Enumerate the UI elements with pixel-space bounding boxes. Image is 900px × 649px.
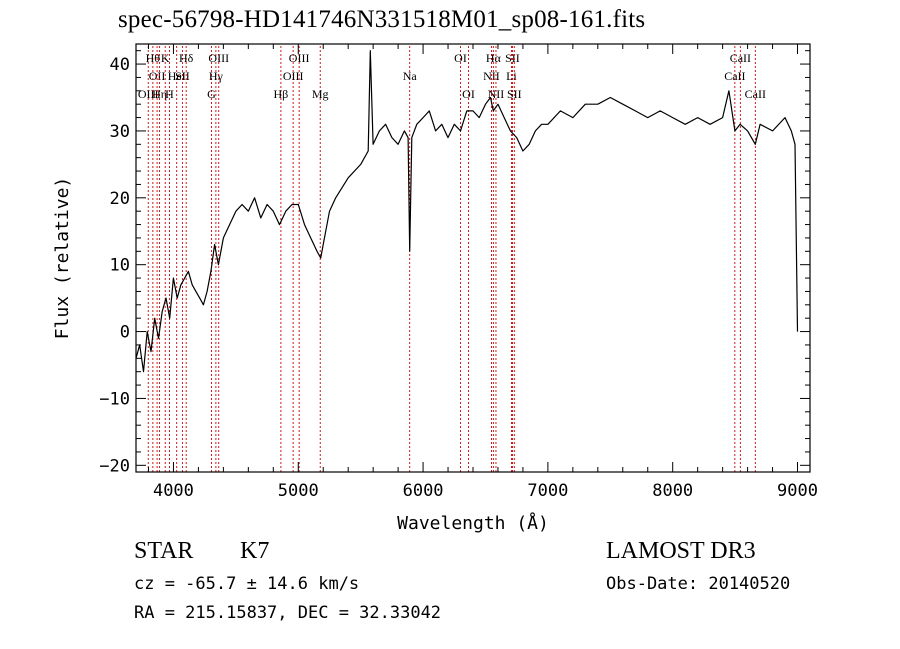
line-marker-label: G <box>207 87 216 101</box>
line-marker-label: CaII <box>724 69 745 83</box>
line-marker-label: OII <box>149 69 166 83</box>
spectrum-line <box>135 50 799 373</box>
line-marker-label: OI <box>454 51 467 65</box>
object-class: STAR <box>134 538 194 564</box>
line-marker-label: HeI <box>168 69 186 83</box>
line-marker-label: SII <box>175 69 190 83</box>
redshift-value: cz = -65.7 ± 14.6 km/s <box>134 574 360 594</box>
line-marker-label: OIII <box>283 69 304 83</box>
x-axis-label: Wavelength (Å) <box>397 512 549 534</box>
line-marker-label: Li <box>506 69 517 83</box>
line-marker-label: CaII <box>730 51 751 65</box>
line-marker-label: Hδ <box>179 51 194 65</box>
chart-title: spec-56798-HD141746N331518M01_sp08-161.f… <box>118 6 646 33</box>
line-marker-label: OIII <box>208 51 229 65</box>
y-axis-label: Flux (relative) <box>52 177 73 340</box>
y-tick-label: 0 <box>120 323 130 343</box>
x-tick-label: 9000 <box>777 481 818 501</box>
plot-axes: 4000 5000 6000 7000 8000 9000 −20 −10 0 10 20 30 40 W… <box>52 43 818 534</box>
x-tick-label: 7000 <box>527 481 568 501</box>
line-marker-label: OI <box>462 87 475 101</box>
line-marker-label: CaII <box>745 87 766 101</box>
x-tick-label: 5000 <box>278 481 319 501</box>
line-marker-label: SII <box>507 87 522 101</box>
line-marker-label: Hγ <box>209 69 224 83</box>
line-marker-label: OIII <box>138 87 159 101</box>
plot-frame <box>135 43 811 473</box>
line-marker-label: Hα <box>486 51 502 65</box>
line-marker-label: Mg <box>312 87 329 101</box>
line-marker-label: Hη <box>152 87 167 101</box>
y-tick-label: 20 <box>110 189 130 209</box>
spectral-line-markers: OIIIHθOIIHηKHHeISIIHδGHγOIIIHβOIIIOIIIMg… <box>138 46 766 472</box>
line-marker-label: SII <box>505 51 520 65</box>
sky-coordinates: RA = 215.15837, DEC = 32.33042 <box>134 603 442 623</box>
y-tick-label: 30 <box>110 122 130 142</box>
observation-date: Obs-Date: 20140520 <box>606 574 791 594</box>
line-marker-label: K <box>161 51 170 65</box>
x-tick-label: 6000 <box>403 481 444 501</box>
spectrum-series <box>135 50 799 373</box>
y-tick-label: 10 <box>110 256 130 276</box>
y-tick-label: −10 <box>99 389 130 409</box>
line-marker-label: Hβ <box>274 87 289 101</box>
object-subclass: K7 <box>240 538 270 564</box>
y-tick-label: 40 <box>110 55 130 75</box>
line-marker-label: H <box>165 87 174 101</box>
line-marker-label: Hθ <box>146 51 161 65</box>
survey-name: LAMOST DR3 <box>606 538 756 564</box>
line-marker-label: NII <box>488 87 505 101</box>
line-marker-label: NII <box>483 69 500 83</box>
line-marker-label: OIII <box>289 51 310 65</box>
x-tick-label: 8000 <box>652 481 693 501</box>
line-marker-label: Na <box>403 69 418 83</box>
x-tick-label: 4000 <box>153 481 194 501</box>
y-tick-label: −20 <box>99 456 130 476</box>
